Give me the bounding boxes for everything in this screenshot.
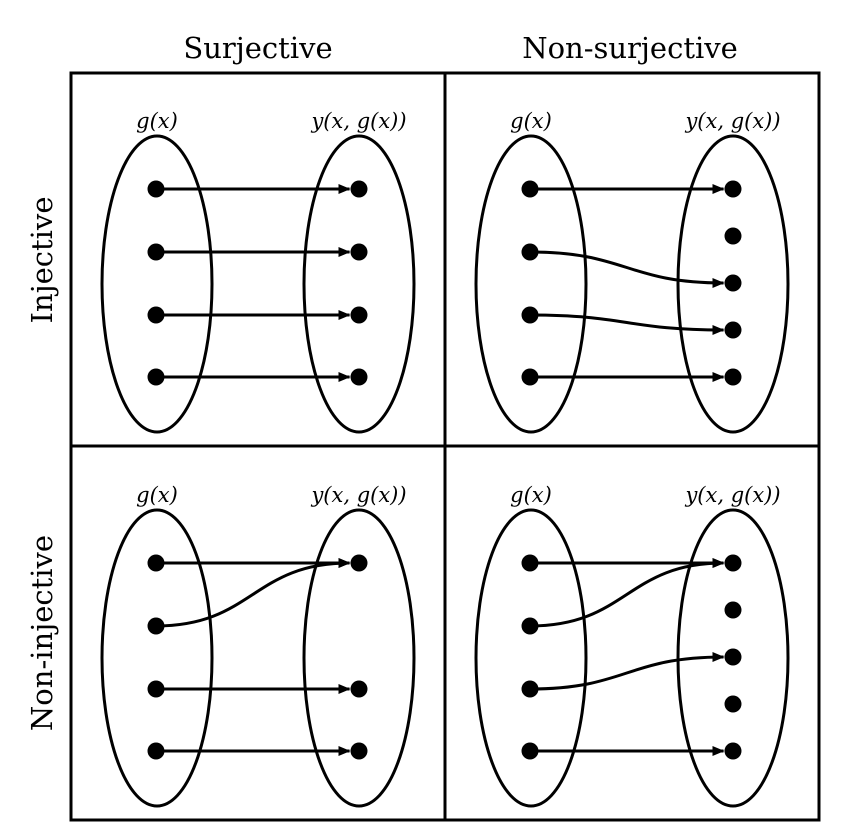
codomain-label: y(x, g(x)) [310, 109, 406, 133]
codomain-element-dot [724, 227, 742, 245]
domain-set-ellipse [100, 508, 214, 808]
codomain-element-dot [350, 742, 368, 760]
domain-label: g(x) [136, 109, 178, 133]
codomain-element-dot [350, 243, 368, 261]
codomain-element-dot [350, 180, 368, 198]
domain-element-dot [147, 554, 165, 572]
mapping-arrow [529, 558, 725, 628]
domain-element-dot [147, 306, 165, 324]
row-title-non-injective: Non-injective [25, 535, 59, 731]
codomain-set-ellipse [676, 134, 790, 434]
codomain-element-dot [350, 554, 368, 572]
codomain-element-dot [724, 695, 742, 713]
domain-label: g(x) [136, 483, 178, 507]
domain-element-dot [521, 617, 539, 635]
mapping-arrow [529, 250, 725, 288]
domain-element-dot [147, 680, 165, 698]
panel-injective-non-surjective: g(x) y(x, g(x)) [474, 109, 790, 434]
domain-element-dot [521, 680, 539, 698]
mapping-arrow [529, 652, 725, 691]
panel-injective-surjective: g(x) y(x, g(x)) [100, 109, 416, 434]
domain-set-ellipse [474, 134, 588, 434]
domain-element-dot [147, 617, 165, 635]
codomain-element-dot [350, 368, 368, 386]
domain-element-dot [521, 306, 539, 324]
domain-element-dot [521, 243, 539, 261]
codomain-label: y(x, g(x)) [684, 483, 780, 507]
domain-set-ellipse [100, 134, 214, 434]
domain-element-dot [147, 243, 165, 261]
grid-frame [69, 71, 821, 822]
panels-layer: g(x) y(x, g(x)) g(x) y(x, g(x)) g(x) y(x, g(x… [100, 109, 790, 808]
codomain-element-dot [724, 601, 742, 619]
column-title-non-surjective: Non-surjective [522, 31, 738, 65]
column-title-surjective: Surjective [183, 31, 332, 65]
codomain-label: y(x, g(x)) [684, 109, 780, 133]
codomain-element-dot [350, 680, 368, 698]
codomain-element-dot [724, 274, 742, 292]
domain-element-dot [147, 742, 165, 760]
codomain-element-dot [350, 306, 368, 324]
domain-element-dot [147, 368, 165, 386]
domain-label: g(x) [510, 483, 552, 507]
domain-element-dot [521, 742, 539, 760]
codomain-set-ellipse [676, 508, 790, 808]
mapping-arrow [155, 558, 351, 628]
codomain-set-ellipse [302, 134, 416, 434]
domain-element-dot [521, 180, 539, 198]
codomain-element-dot [724, 554, 742, 572]
domain-label: g(x) [510, 109, 552, 133]
codomain-element-dot [724, 321, 742, 339]
codomain-element-dot [724, 180, 742, 198]
domain-element-dot [147, 180, 165, 198]
row-title-injective: Injective [25, 196, 59, 323]
domain-element-dot [521, 554, 539, 572]
domain-set-ellipse [474, 508, 588, 808]
panel-non-injective-non-surjective: g(x) y(x, g(x)) [474, 483, 790, 808]
mapping-arrow [529, 313, 725, 335]
codomain-set-ellipse [302, 508, 416, 808]
codomain-element-dot [724, 648, 742, 666]
codomain-element-dot [724, 368, 742, 386]
codomain-label: y(x, g(x)) [310, 483, 406, 507]
panel-non-injective-surjective: g(x) y(x, g(x)) [100, 483, 416, 808]
domain-element-dot [521, 368, 539, 386]
codomain-element-dot [724, 742, 742, 760]
